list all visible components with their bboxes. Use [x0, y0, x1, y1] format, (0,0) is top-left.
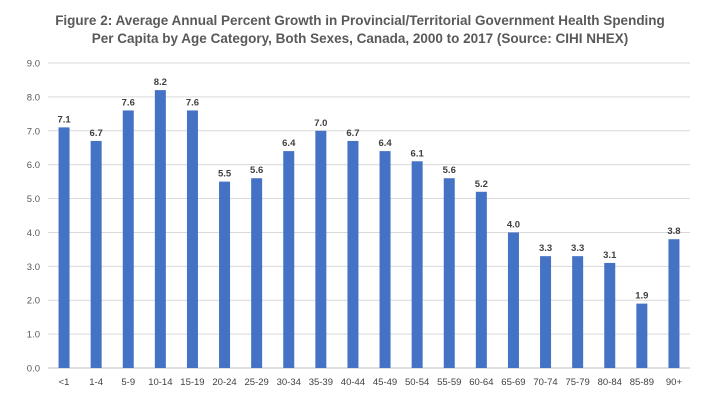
bar	[507, 232, 519, 368]
x-tick-label: 10-14	[148, 377, 172, 388]
data-label: 6.7	[346, 128, 359, 139]
bar	[347, 140, 359, 368]
bar	[636, 303, 648, 368]
bar	[379, 151, 391, 368]
x-tick-label: 90+	[666, 377, 683, 388]
data-label: 5.2	[475, 179, 488, 190]
bar	[251, 178, 263, 368]
x-tick-label: 80-84	[598, 377, 622, 388]
data-label: 1.9	[635, 291, 648, 302]
x-tick-label: 45-49	[373, 377, 397, 388]
data-label: 3.8	[667, 226, 680, 237]
y-tick-label: 4.0	[27, 228, 40, 239]
x-tick-label: 20-24	[212, 377, 236, 388]
y-tick-label: 9.0	[27, 59, 40, 70]
bar	[443, 178, 455, 368]
y-tick-label: 0.0	[27, 364, 40, 375]
x-tick-label: <1	[59, 377, 70, 388]
data-label: 3.1	[603, 250, 617, 261]
x-tick-label: 1-4	[89, 377, 103, 388]
bar	[283, 151, 295, 368]
data-label: 7.6	[186, 97, 199, 108]
bar	[411, 161, 423, 368]
bar	[315, 130, 327, 368]
data-label: 5.6	[443, 165, 456, 176]
bar	[475, 191, 487, 368]
y-tick-label: 7.0	[27, 126, 40, 137]
chart-title-line-1: Figure 2: Average Annual Percent Growth …	[55, 13, 665, 28]
data-label: 3.3	[571, 243, 584, 254]
y-tick-label: 8.0	[27, 92, 40, 103]
x-tick-label: 60-64	[469, 377, 493, 388]
x-tick-label: 40-44	[341, 377, 365, 388]
y-tick-label: 1.0	[27, 330, 40, 341]
data-label: 6.4	[282, 138, 296, 149]
data-label: 4.0	[507, 219, 520, 230]
data-label: 7.1	[57, 114, 71, 125]
bar	[668, 239, 680, 368]
x-tick-label: 50-54	[405, 377, 429, 388]
bar	[90, 140, 102, 368]
data-label: 6.1	[411, 148, 425, 159]
data-label: 7.6	[122, 97, 135, 108]
bar	[572, 256, 584, 368]
x-tick-label: 35-39	[309, 377, 333, 388]
x-axis: <1 1-4 5-9 10-14 15-19 20-24 25-29 30-34 35-39 40…	[59, 377, 683, 388]
bar	[604, 262, 616, 368]
y-axis: 0.0 1.0 2.0 3.0 4.0 5.0 6.0 7.0 8.0 9.0	[27, 59, 40, 375]
data-label: 6.7	[90, 128, 103, 139]
data-label: 5.6	[250, 165, 263, 176]
gridlines	[48, 62, 690, 369]
x-tick-label: 5-9	[121, 377, 135, 388]
chart-title: Figure 2: Average Annual Percent Growth …	[0, 12, 720, 48]
x-tick-label: 55-59	[437, 377, 461, 388]
bar	[540, 256, 552, 368]
bars	[58, 90, 680, 368]
y-tick-label: 5.0	[27, 194, 40, 205]
bar	[154, 90, 166, 368]
x-tick-label: 70-74	[533, 377, 557, 388]
data-label: 3.3	[539, 243, 552, 254]
data-label: 6.4	[378, 138, 392, 149]
bar	[186, 110, 198, 368]
y-tick-label: 2.0	[27, 296, 40, 307]
x-tick-label: 15-19	[180, 377, 204, 388]
chart-title-line-2: Per Capita by Age Category, Both Sexes, …	[91, 31, 629, 46]
y-tick-label: 3.0	[27, 262, 40, 273]
data-label: 8.2	[154, 77, 167, 88]
data-labels: 7.1 6.7 7.6 8.2 7.6 5.5 5.6 6.4 7.0 6.7 6.4 6.1 5.6 5…	[57, 77, 680, 302]
x-tick-label: 65-69	[501, 377, 525, 388]
bar	[58, 127, 70, 368]
data-label: 5.5	[218, 169, 232, 180]
bar	[219, 181, 231, 368]
data-label: 7.0	[314, 118, 327, 129]
y-tick-label: 6.0	[27, 160, 40, 171]
x-tick-label: 75-79	[565, 377, 589, 388]
bar	[122, 110, 134, 368]
x-tick-label: 25-29	[244, 377, 268, 388]
x-tick-label: 30-34	[277, 377, 301, 388]
x-tick-label: 85-89	[630, 377, 654, 388]
